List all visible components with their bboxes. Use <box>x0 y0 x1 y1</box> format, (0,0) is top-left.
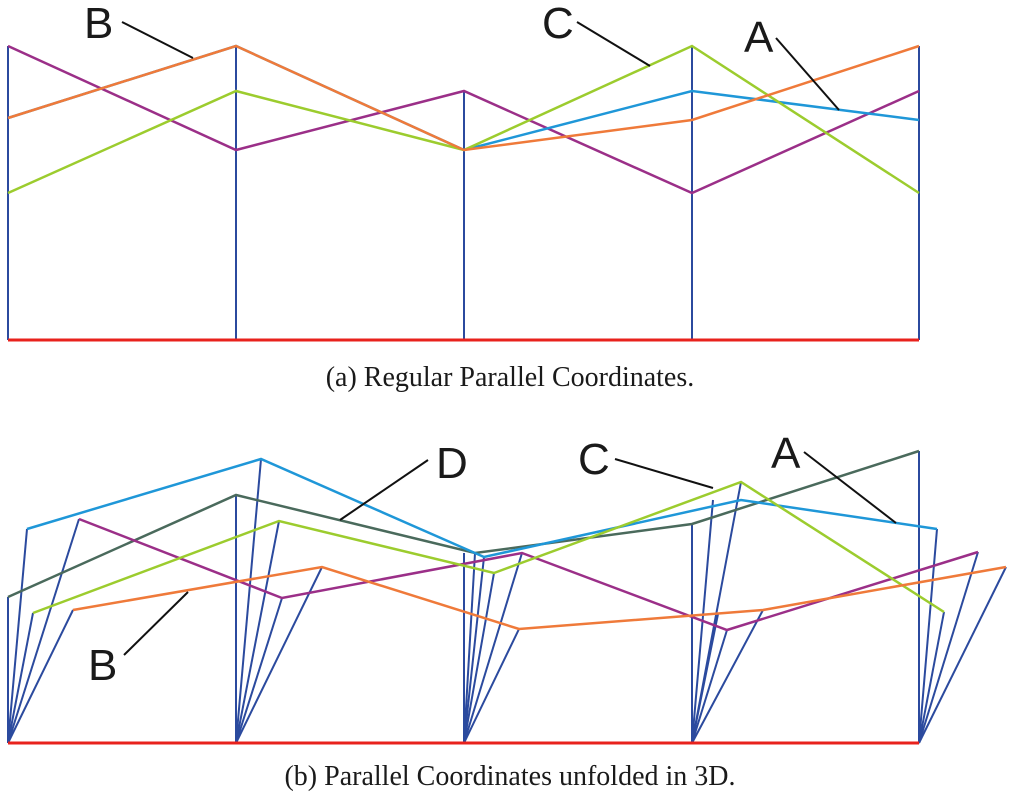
panel-a-label-A: A <box>744 13 774 62</box>
panel-b-line-B <box>72 565 1007 631</box>
panel-a-label-C: C <box>542 0 574 48</box>
panel-b: D C A B (b) Parallel Coordinates unfolde… <box>7 429 1007 792</box>
panel-b-label-A: A <box>771 429 801 478</box>
panel-a-leader-C <box>576 21 651 67</box>
panel-b-label-C: C <box>578 435 610 484</box>
panel-b-label-B: B <box>88 641 117 690</box>
panel-b-line-C <box>32 480 945 615</box>
panel-b-fan-1 <box>7 518 80 744</box>
panel-a-label-B: B <box>84 0 113 48</box>
panel-b-leader-B <box>123 591 189 656</box>
panel-b-fan-5 <box>918 528 1007 744</box>
panel-a-leader-B <box>121 21 194 59</box>
panel-a-line-B <box>7 44 920 152</box>
panel-a: B C A (a) Regular Parallel Coordinates. <box>7 0 920 393</box>
panel-b-line-purple <box>78 517 979 632</box>
panel-b-caption: (b) Parallel Coordinates unfolded in 3D. <box>284 761 735 792</box>
panel-b-label-D: D <box>436 439 468 488</box>
panel-a-line-purple <box>7 44 920 195</box>
panel-b-line-A <box>26 457 938 559</box>
panel-b-leader-D <box>339 459 429 521</box>
panel-a-caption: (a) Regular Parallel Coordinates. <box>326 362 695 393</box>
panel-b-fan-3 <box>463 552 523 744</box>
panel-b-fan-2 <box>235 458 323 744</box>
panel-b-leader-A <box>803 451 897 524</box>
panel-b-leader-C <box>614 458 714 489</box>
panel-a-leader-A <box>775 37 840 111</box>
